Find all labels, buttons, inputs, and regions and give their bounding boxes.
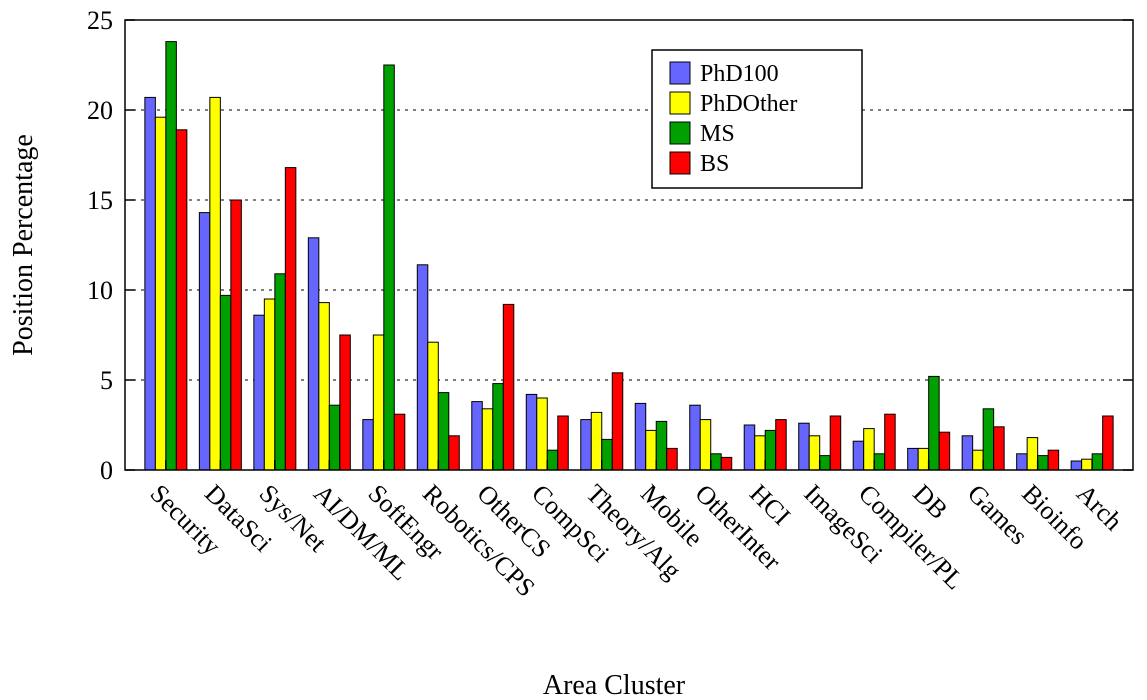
bar-phd100 — [907, 447, 919, 471]
bar-bs — [993, 426, 1005, 471]
bar-ms — [928, 375, 940, 471]
bar-ms — [764, 429, 777, 471]
legend-swatch — [669, 91, 691, 115]
y-axis-title: Position Percentage — [8, 134, 39, 356]
x-axis: SecurityDataSciSys/NetAI/DM/MLSoftEngrRo… — [145, 460, 1128, 602]
bars — [144, 41, 1114, 471]
legend-swatch — [669, 151, 691, 175]
bar-phdother — [917, 447, 930, 471]
bar-bs — [557, 415, 569, 471]
bar-ms — [873, 453, 886, 471]
bar-phd100 — [471, 401, 483, 471]
y-tick-label: 5 — [100, 366, 113, 395]
bar-phd100 — [798, 422, 810, 471]
bar-ms — [437, 392, 450, 471]
legend-label: BS — [700, 151, 729, 177]
bar-phd100 — [416, 264, 429, 471]
bar-phdother — [1026, 437, 1039, 471]
bar-bs — [720, 456, 733, 471]
bar-phdother — [209, 96, 221, 471]
bar-phdother — [808, 435, 821, 471]
bar-ms — [383, 64, 395, 471]
legend-swatch — [669, 61, 691, 85]
bar-phd100 — [525, 393, 538, 471]
bar-phdother — [863, 428, 875, 471]
bar-phd100 — [144, 96, 156, 471]
bar-bs — [502, 303, 515, 471]
bar-bs — [230, 199, 242, 471]
bar-phd100 — [253, 314, 265, 471]
bar-phd100 — [634, 402, 647, 471]
legend-label: MS — [700, 121, 735, 147]
bar-ms — [546, 449, 559, 471]
bar-phd100 — [689, 404, 701, 471]
bar-phdother — [1081, 458, 1093, 471]
bar-bs — [284, 167, 297, 471]
bar-bs — [1102, 415, 1114, 471]
bar-bs — [339, 334, 351, 471]
x-tick-label: DB — [907, 479, 953, 525]
y-tick-label: 0 — [100, 456, 113, 485]
legend-label: PhDOther — [700, 91, 797, 117]
bar-bs — [448, 435, 460, 471]
bar-ms — [655, 420, 668, 471]
x-axis-title: Area Cluster — [543, 670, 686, 700]
bar-phd100 — [1016, 453, 1028, 471]
bar-ms — [1037, 455, 1049, 471]
bar-phdother — [372, 334, 385, 471]
bar-phd100 — [307, 237, 320, 471]
bar-bs — [1047, 449, 1060, 471]
bar-phd100 — [580, 419, 592, 471]
bar-bs — [829, 415, 842, 471]
bar-phd100 — [362, 419, 374, 471]
legend-label: PhD100 — [700, 61, 779, 87]
bar-bs — [938, 431, 951, 471]
bar-bs — [175, 129, 188, 471]
bar-phdother — [699, 419, 712, 471]
bar-phdother — [590, 411, 603, 471]
bar-phdother — [645, 429, 657, 471]
bar-phd100 — [852, 440, 865, 471]
bar-bs — [393, 413, 406, 471]
y-tick-label: 20 — [87, 96, 113, 125]
bar-phd100 — [1070, 460, 1083, 471]
legend: PhD100 PhDOther MS BS — [651, 49, 863, 189]
bar-phdother — [754, 435, 766, 471]
y-tick-label: 25 — [87, 6, 113, 35]
bar-phdother — [536, 397, 548, 471]
legend-swatch — [669, 121, 691, 145]
bar-ms — [982, 408, 995, 471]
bar-phdother — [427, 341, 439, 471]
bar-ms — [1091, 453, 1104, 471]
bar-ms — [492, 383, 504, 471]
bar-phd100 — [198, 212, 211, 471]
y-tick-label: 10 — [87, 276, 113, 305]
bar-ms — [819, 455, 831, 471]
bar-ms — [328, 404, 341, 471]
bar-phdother — [318, 302, 330, 471]
bar-ms — [274, 273, 286, 471]
y-tick-label: 15 — [87, 186, 113, 215]
bar-phdother — [154, 116, 167, 471]
y-axis: 0 5 10 15 20 25 — [87, 6, 1133, 485]
x-tick-label: Games — [962, 479, 1034, 551]
bar-bs — [611, 372, 624, 471]
bar-bs — [884, 413, 896, 471]
bar-ms — [219, 294, 232, 471]
bar-bs — [666, 447, 678, 471]
bar-ms — [601, 438, 613, 471]
bar-bs — [775, 419, 787, 471]
bar-phd100 — [743, 424, 756, 471]
bar-phdother — [972, 449, 984, 471]
bar-ms — [710, 453, 722, 471]
plot-frame — [124, 19, 1134, 471]
bar-phdother — [263, 298, 276, 471]
bar-phdother — [481, 408, 494, 471]
bar-phd100 — [961, 435, 974, 471]
bar-ms — [165, 41, 177, 471]
